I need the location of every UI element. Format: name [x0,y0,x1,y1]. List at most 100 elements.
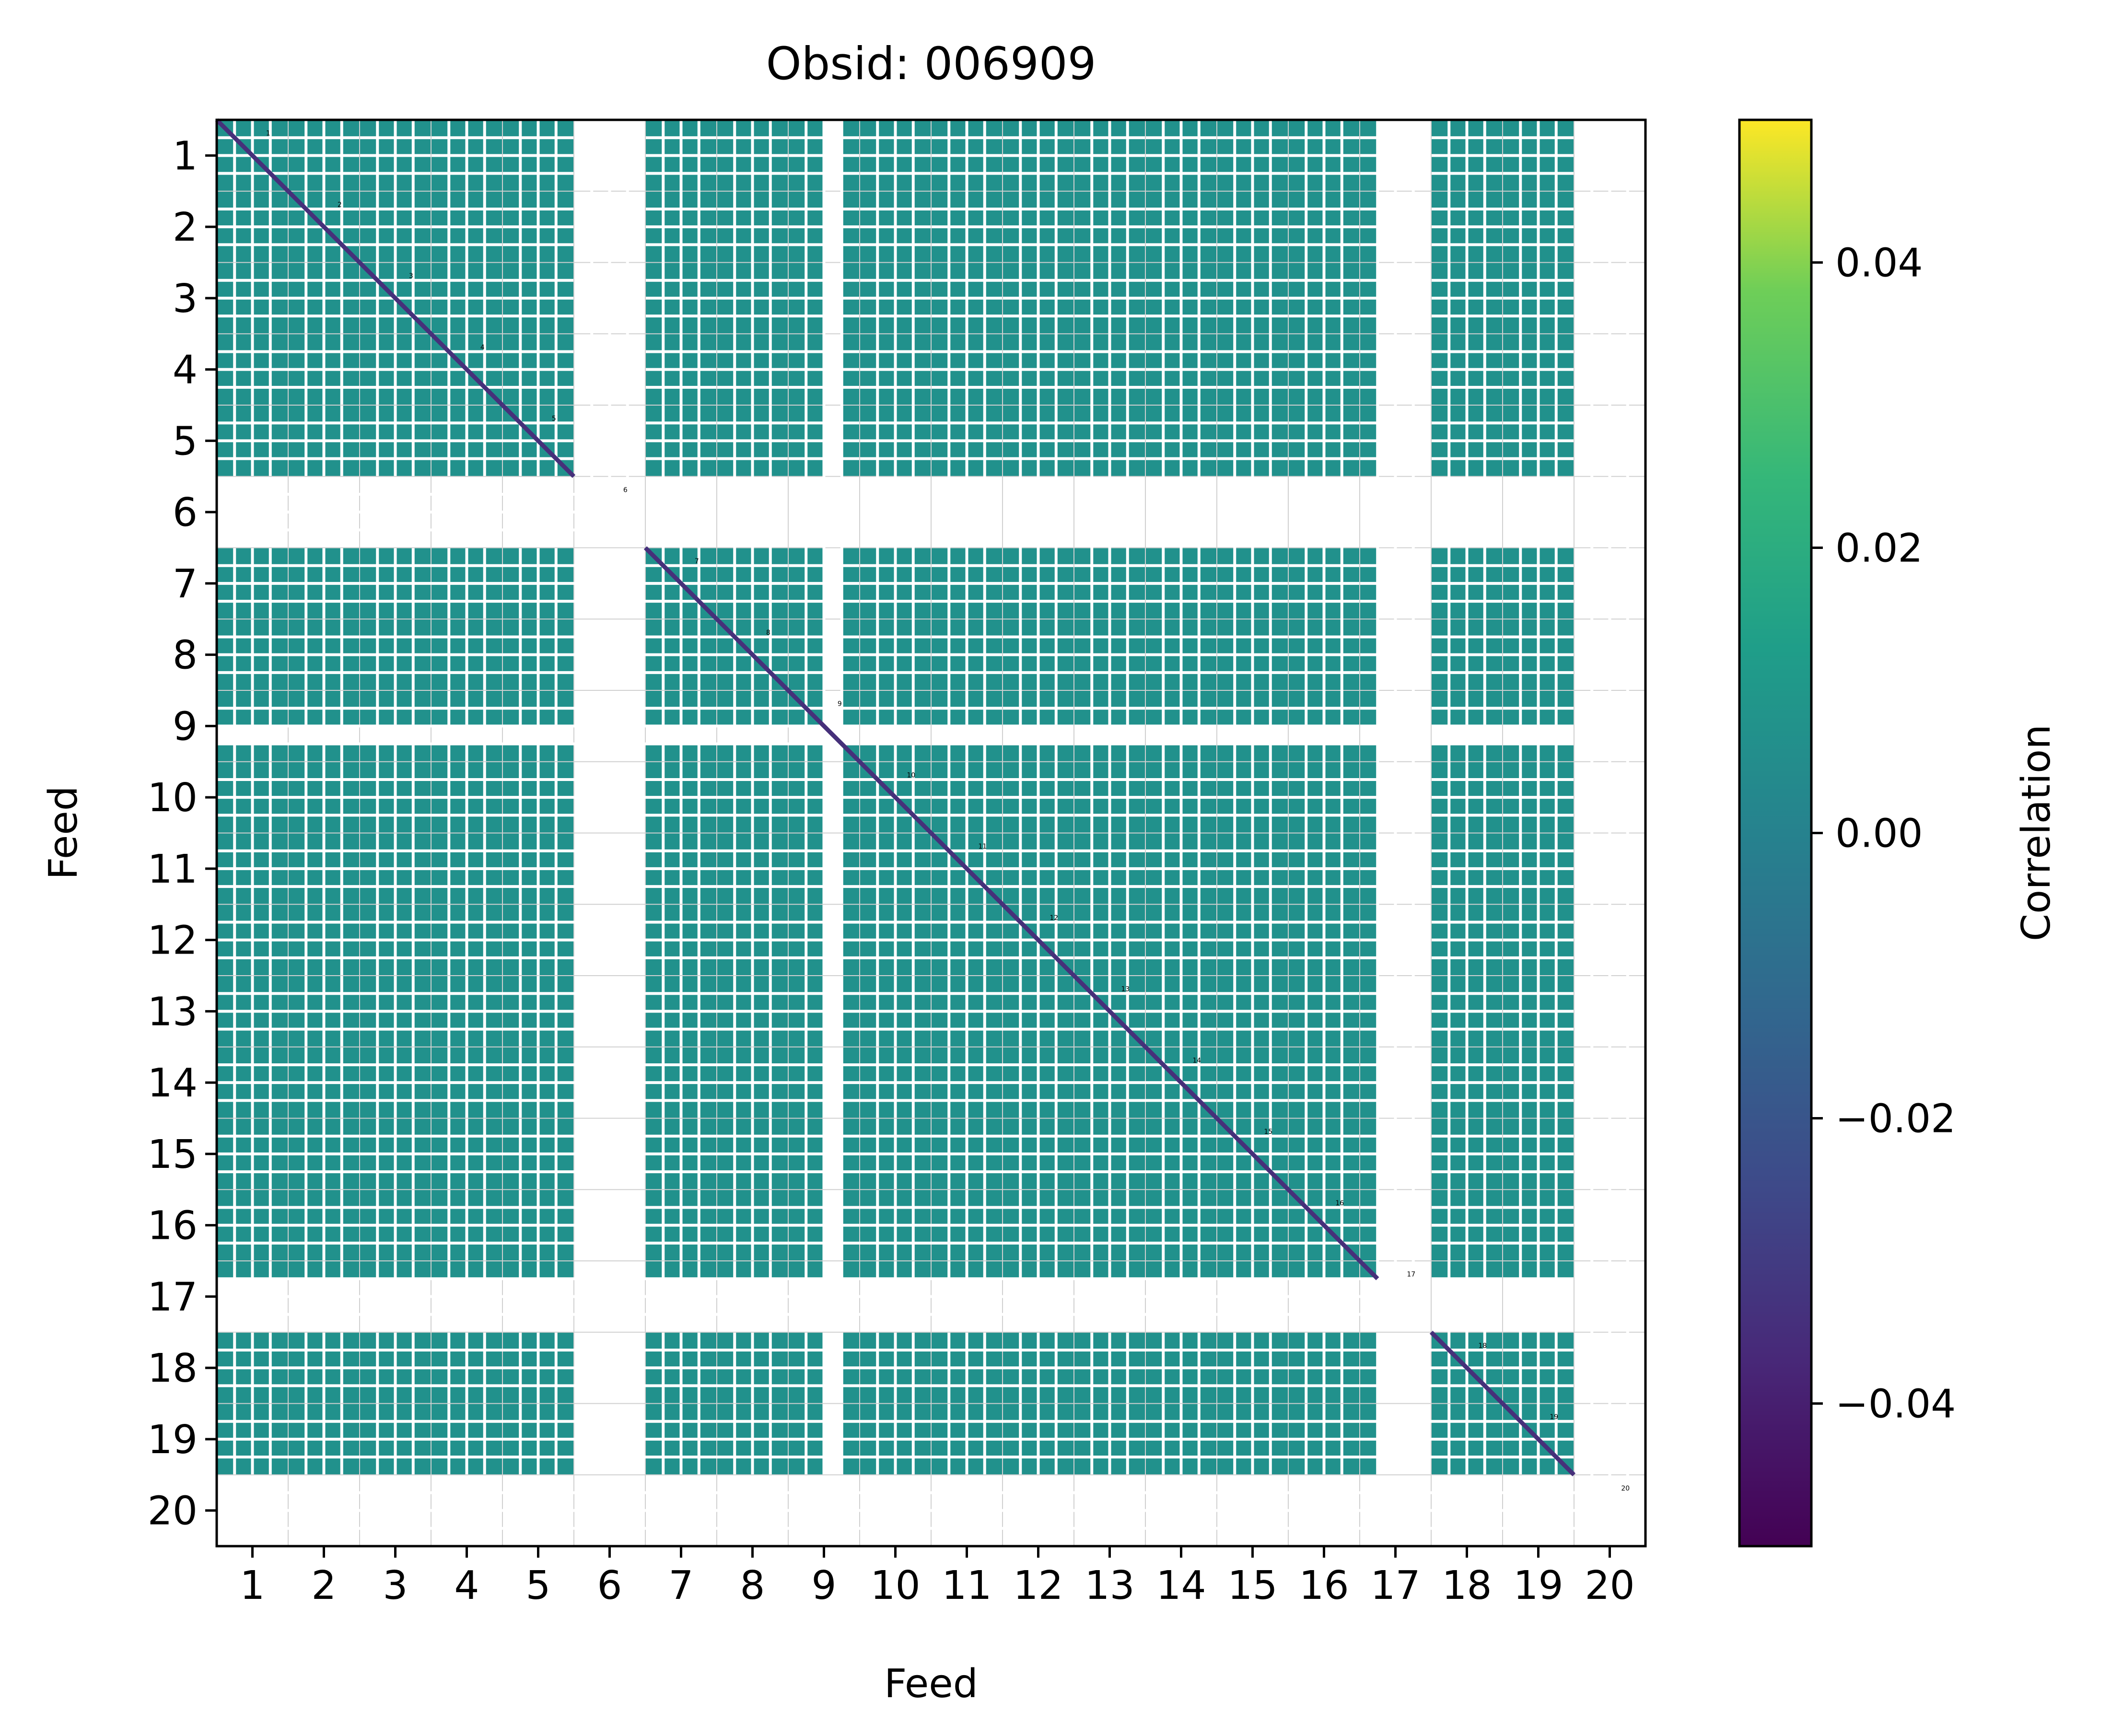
heatmap-cell [1235,957,1253,976]
heatmap-cell [1449,672,1467,690]
heatmap-cell [288,654,306,673]
heatmap-cell [699,797,717,816]
heatmap-cell [395,654,413,673]
heatmap-cell [1484,1100,1503,1118]
heatmap-cell [752,1243,770,1261]
heatmap-cell [1003,779,1021,798]
heatmap-cell [967,601,985,619]
heatmap-cell [556,548,574,566]
heatmap-cell [949,280,967,298]
heatmap-cell [1056,1368,1074,1386]
heatmap-cell [967,423,985,441]
heatmap-cell [413,940,431,958]
heatmap-cell [467,1350,485,1368]
heatmap-cell [1520,583,1539,602]
heatmap-cell [395,1457,413,1475]
heatmap-cell [324,886,342,905]
heatmap-cell [306,1011,324,1029]
heatmap-cell [1538,405,1556,423]
heatmap-cell [502,619,521,637]
heatmap-cell [1288,369,1306,387]
heatmap-cell [1199,1011,1217,1029]
heatmap-cell [1431,1207,1449,1225]
heatmap-cell [1145,405,1164,423]
heatmap-cell [806,654,824,673]
heatmap-cell [1252,1350,1271,1368]
heatmap-cell [413,173,431,191]
heatmap-cell [806,1083,824,1101]
heatmap-cell [395,672,413,690]
heatmap-cell [1306,191,1324,209]
heatmap-cell [217,173,235,191]
heatmap-cell [681,1386,699,1404]
heatmap-cell [1503,1153,1521,1172]
heatmap-cell [806,940,824,958]
heatmap-cell [1145,1064,1164,1083]
heatmap-cell [1109,976,1128,994]
heatmap-cell [1217,1136,1235,1154]
heatmap-cell [556,672,574,690]
heatmap-cell [913,298,931,316]
heatmap-cell [770,458,788,477]
heatmap-cell [360,744,378,762]
heatmap-cell [484,280,502,298]
heatmap-cell [324,1225,342,1243]
heatmap-cell [341,833,360,851]
heatmap-cell [377,173,396,191]
heatmap-cell [377,1189,396,1208]
heatmap-cell [360,922,378,940]
heatmap-cell [1003,1457,1021,1475]
heatmap-cell [984,654,1003,673]
heatmap-cell [1020,1011,1038,1029]
heatmap-cell [1163,1136,1181,1154]
heatmap-cell [913,886,931,905]
heatmap-cell [1467,1386,1485,1404]
heatmap-cell [556,441,574,459]
heatmap-cell [806,993,824,1012]
heatmap-cell [1467,690,1485,709]
heatmap-cell [1520,1368,1539,1386]
heatmap-cell [556,761,574,780]
heatmap-cell [538,351,556,370]
heatmap-cell [949,441,967,459]
heatmap-cell [1503,565,1521,583]
heatmap-cell [538,138,556,156]
heatmap-cell [252,654,270,673]
heatmap-cell [841,851,860,869]
heatmap-cell [699,565,717,583]
heatmap-cell [735,1225,753,1243]
heatmap-cell [1306,387,1324,405]
heatmap-cell [1074,815,1092,833]
heatmap-cell [949,1189,967,1208]
heatmap-cell [1163,815,1181,833]
heatmap-cell [735,565,753,583]
heatmap-cell [502,1100,521,1118]
heatmap-cell [288,1403,306,1421]
heatmap-cell [1503,601,1521,619]
heatmap-cell [877,1350,896,1368]
heatmap-cell [717,957,735,976]
heatmap-cell [877,351,896,370]
heatmap-cell [1217,1153,1235,1172]
heatmap-cell [1252,191,1271,209]
heatmap-cell [1341,1225,1360,1243]
heatmap-cell [1449,1225,1467,1243]
heatmap-cell [1556,1029,1574,1047]
heatmap-cell [377,815,396,833]
heatmap-cell [377,423,396,441]
heatmap-cell [217,1172,235,1190]
heatmap-cell [288,744,306,762]
heatmap-cell [699,868,717,887]
heatmap-cell [413,1368,431,1386]
heatmap-cell [360,351,378,370]
heatmap-cell [234,334,253,352]
heatmap-cell [395,851,413,869]
heatmap-cell [1484,1136,1503,1154]
heatmap-cell [1556,1011,1574,1029]
heatmap-cell [1056,138,1074,156]
heatmap-cell [449,120,467,138]
heatmap-cell [984,1100,1003,1118]
heatmap-cell [234,886,253,905]
heatmap-cell [1306,405,1324,423]
heatmap-cell [217,601,235,619]
